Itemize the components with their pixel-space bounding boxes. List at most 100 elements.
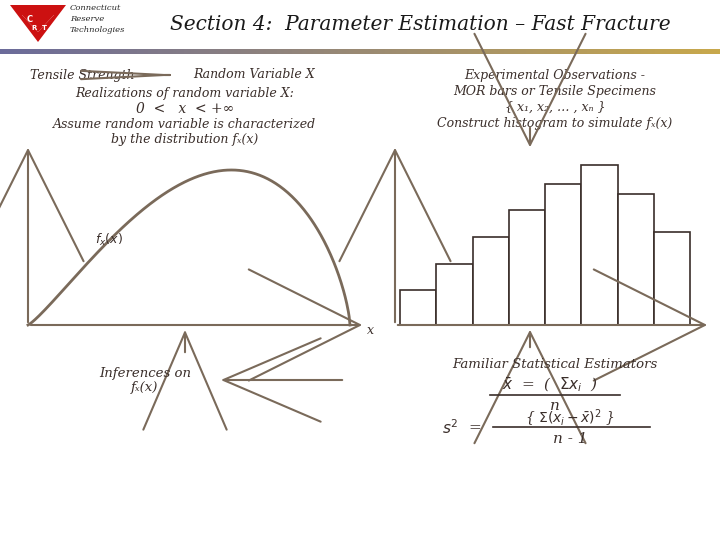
Bar: [572, 49, 577, 54]
Bar: [716, 49, 720, 54]
Bar: [558, 49, 562, 54]
Text: Familiar Statistical Estimators: Familiar Statistical Estimators: [452, 359, 657, 372]
Bar: [310, 49, 314, 54]
Bar: [436, 49, 440, 54]
Bar: [101, 49, 105, 54]
Bar: [583, 49, 588, 54]
Bar: [292, 49, 296, 54]
Bar: [562, 49, 566, 54]
Bar: [702, 49, 706, 54]
Bar: [230, 49, 235, 54]
Bar: [97, 49, 102, 54]
Bar: [4, 49, 8, 54]
Bar: [32, 49, 37, 54]
Bar: [490, 49, 494, 54]
Bar: [666, 49, 670, 54]
Bar: [54, 49, 58, 54]
Bar: [396, 49, 400, 54]
Bar: [605, 49, 609, 54]
Text: T: T: [42, 25, 47, 31]
Bar: [0, 49, 4, 54]
Bar: [180, 49, 184, 54]
Bar: [457, 49, 462, 54]
Bar: [216, 49, 220, 54]
Bar: [652, 49, 656, 54]
Bar: [324, 49, 328, 54]
Bar: [184, 49, 188, 54]
Bar: [598, 49, 602, 54]
Text: { x₁, x₂, … , xₙ }: { x₁, x₂, … , xₙ }: [505, 100, 606, 113]
Bar: [544, 49, 548, 54]
Bar: [655, 49, 660, 54]
Text: $s^2$: $s^2$: [442, 418, 458, 437]
Text: Connecticut
Reserve
Technologies: Connecticut Reserve Technologies: [70, 4, 125, 34]
Bar: [392, 49, 397, 54]
Bar: [353, 49, 357, 54]
Bar: [104, 49, 109, 54]
Bar: [119, 49, 123, 54]
Text: Assume random variable is characterized: Assume random variable is characterized: [53, 118, 317, 132]
Bar: [691, 49, 696, 54]
Bar: [108, 49, 112, 54]
Bar: [288, 49, 292, 54]
Bar: [547, 49, 552, 54]
Bar: [79, 49, 84, 54]
Text: $\bar{x}$  =  (  $\Sigma x_i$  ): $\bar{x}$ = ( $\Sigma x_i$ ): [502, 376, 598, 394]
Text: Realizations of random variable X:: Realizations of random variable X:: [76, 86, 294, 99]
Bar: [504, 49, 508, 54]
Bar: [7, 49, 12, 54]
Text: Random Variable X: Random Variable X: [193, 69, 315, 82]
Bar: [479, 49, 483, 54]
Bar: [533, 49, 537, 54]
Bar: [587, 49, 591, 54]
Bar: [418, 49, 422, 54]
Bar: [454, 49, 458, 54]
Bar: [443, 49, 447, 54]
Bar: [83, 49, 87, 54]
Bar: [284, 49, 289, 54]
Bar: [295, 49, 300, 54]
Bar: [317, 49, 321, 54]
Bar: [581, 165, 618, 325]
Bar: [662, 49, 667, 54]
Bar: [618, 194, 654, 325]
Bar: [0, 0, 720, 50]
Bar: [641, 49, 645, 54]
Bar: [421, 49, 426, 54]
Text: Section 4:  Parameter Estimation – Fast Fracture: Section 4: Parameter Estimation – Fast F…: [170, 16, 670, 35]
Bar: [612, 49, 616, 54]
Bar: [576, 49, 580, 54]
Bar: [140, 49, 145, 54]
Bar: [22, 49, 26, 54]
Bar: [313, 49, 318, 54]
Bar: [446, 49, 451, 54]
Bar: [270, 49, 274, 54]
Text: Tensile Strength: Tensile Strength: [30, 69, 135, 82]
Polygon shape: [22, 15, 54, 32]
Bar: [306, 49, 310, 54]
Text: $f_x(x)$: $f_x(x)$: [95, 232, 123, 248]
Bar: [61, 49, 66, 54]
Text: 0  <   x  < +∞: 0 < x < +∞: [136, 102, 234, 116]
Bar: [302, 49, 307, 54]
Bar: [684, 49, 688, 54]
Bar: [14, 49, 19, 54]
Bar: [338, 49, 343, 54]
Bar: [414, 49, 418, 54]
Bar: [565, 49, 570, 54]
Bar: [166, 49, 170, 54]
Bar: [40, 49, 44, 54]
Text: fₓ(x): fₓ(x): [131, 381, 158, 395]
Bar: [378, 49, 382, 54]
Bar: [320, 49, 325, 54]
Bar: [76, 49, 80, 54]
Bar: [374, 49, 379, 54]
Bar: [436, 264, 472, 325]
Text: R: R: [31, 25, 37, 31]
Bar: [594, 49, 598, 54]
Text: MOR bars or Tensile Specimens: MOR bars or Tensile Specimens: [454, 84, 657, 98]
Bar: [472, 237, 509, 325]
Bar: [526, 49, 530, 54]
Bar: [688, 49, 692, 54]
Text: Experimental Observations -: Experimental Observations -: [464, 69, 646, 82]
